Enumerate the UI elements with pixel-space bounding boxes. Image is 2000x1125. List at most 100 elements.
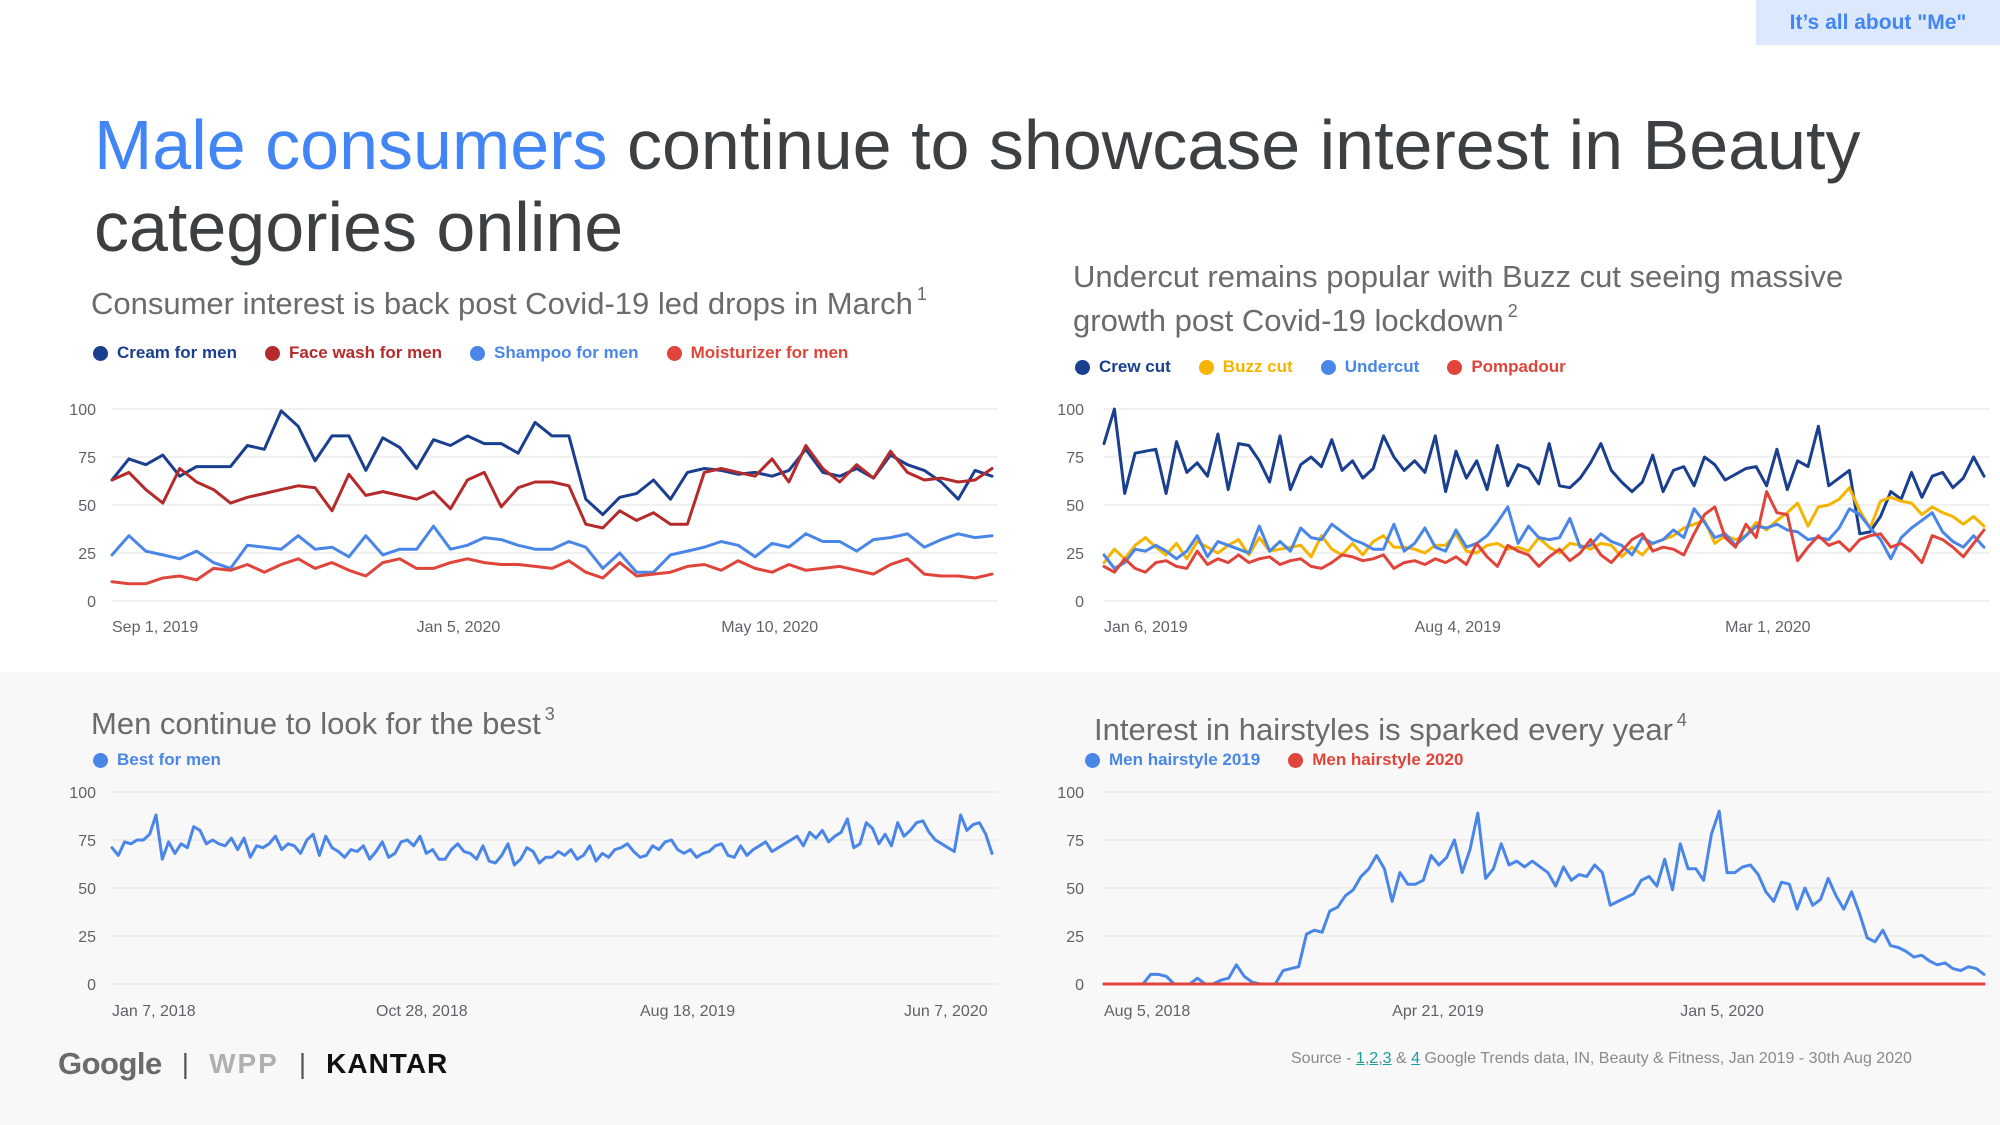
x-tick-label: Sep 1, 2019 (112, 619, 198, 636)
legend-swatch (1447, 359, 1463, 375)
chart-3-title-wrap: Men continue to look for the best 3 (91, 697, 555, 741)
chart-3-footnote: 3 (544, 704, 555, 724)
x-tick-label: Aug 5, 2018 (1104, 1003, 1190, 1020)
chart-2: 0 25 50 75 100 Jan 6, 2019 Aug 4, 2019 Mar 1, 2… (1057, 402, 1990, 636)
legend-item: Pompadour (1447, 357, 1566, 377)
legend-label: Face wash for men (288, 343, 443, 362)
section-tag: It’s all about "Me" (1756, 0, 2000, 45)
source-suffix: Google Trends data, IN, Beauty & Fitness… (1420, 1050, 1912, 1067)
chart-1-title: Consumer interest is back post Covid-19 … (91, 286, 913, 321)
source-note: Source - 1,2,3 & 4 Google Trends data, I… (1291, 1050, 1912, 1068)
y-tick-label: 100 (1057, 402, 1084, 419)
legend-item: Men hairstyle 2020 (1288, 750, 1463, 770)
legend-item: Moisturizer for men (666, 343, 848, 363)
x-tick-label: Apr 21, 2019 (1392, 1003, 1484, 1020)
legend-label: Cream for men (117, 343, 237, 362)
chart-3: 0 25 50 75 100 Jan 7, 2018 Oct 28, 2018 Aug 18,… (69, 785, 998, 1020)
x-tick-label: Jan 5, 2020 (417, 619, 501, 636)
series-line-best-for-men (110, 813, 994, 867)
y-tick-label: 0 (1075, 594, 1084, 611)
x-tick-label: Aug 4, 2019 (1415, 619, 1501, 636)
legend-label: Buzz cut (1222, 357, 1293, 376)
x-tick-label: Aug 18, 2019 (640, 1003, 735, 1020)
chart-1-footnote: 1 (916, 284, 927, 304)
y-tick-label: 50 (1066, 498, 1084, 515)
legend-swatch (1320, 359, 1336, 375)
x-tick-label: Jan 5, 2020 (1680, 1003, 1764, 1020)
legend-label: Men hairstyle 2020 (1312, 750, 1464, 769)
page-title-rest: continue to showcase interest in Beauty … (94, 106, 1861, 266)
chart-4-footnote: 4 (1676, 710, 1687, 730)
legend-item: Best for men (93, 750, 221, 770)
y-tick-label: 25 (78, 929, 96, 946)
y-tick-label: 25 (1066, 929, 1084, 946)
legend-swatch (1075, 359, 1090, 375)
y-tick-label: 0 (1075, 977, 1084, 994)
logo-separator: | (181, 1048, 190, 1079)
legend-label: Undercut (1344, 357, 1420, 376)
source-prefix: Source - (1291, 1050, 1356, 1067)
source-link-1[interactable]: 1 (1355, 1050, 1365, 1067)
legend-swatch (264, 345, 280, 361)
y-tick-label: 75 (78, 833, 96, 850)
source-comma: , (1364, 1050, 1370, 1067)
series-line-undercut (1102, 505, 1986, 570)
chart-1-title-wrap: Consumer interest is back post Covid-19 … (91, 277, 927, 321)
x-tick-label: Jan 6, 2019 (1104, 619, 1188, 636)
legend-label: Best for men (117, 750, 221, 769)
chart-2-footnote: 2 (1507, 301, 1518, 321)
y-tick-label: 75 (78, 450, 96, 467)
legend-item: Shampoo for men (470, 343, 639, 363)
y-tick-label: 50 (78, 498, 96, 515)
y-tick-label: 25 (78, 546, 96, 563)
series-line-men-hairstyle-2019 (1102, 809, 1986, 986)
source-link-4[interactable]: 4 (1411, 1050, 1421, 1067)
chart-1-legend: Cream for men Face wash for men Shampoo fo… (93, 343, 848, 363)
x-tick-label: May 10, 2020 (721, 619, 818, 636)
chart-1: 0 25 50 75 100 Sep 1, 2019 Jan 5, 2020 May 10, … (69, 402, 998, 636)
legend-swatch (1198, 359, 1214, 375)
y-tick-label: 50 (78, 881, 96, 898)
footer-logos: Google | WPP | KANTAR (58, 1046, 448, 1082)
y-tick-label: 100 (1057, 785, 1084, 802)
legend-label: Men hairstyle 2019 (1109, 750, 1261, 769)
series-line-moisturizer-for-men (110, 557, 994, 586)
legend-label: Pompadour (1471, 357, 1566, 376)
legend-swatch (1288, 752, 1304, 768)
x-tick-label: Oct 28, 2018 (376, 1003, 468, 1020)
x-tick-label: Jun 7, 2020 (904, 1003, 988, 1020)
chart-2-legend: Crew cut Buzz cut Undercut Pompadour (1075, 357, 1566, 377)
chart-3-title: Men continue to look for the best (91, 706, 541, 741)
y-tick-label: 75 (1066, 833, 1084, 850)
wpp-logo: WPP (209, 1048, 279, 1079)
source-comma: , (1378, 1050, 1383, 1067)
x-tick-label: Jan 7, 2018 (112, 1003, 196, 1020)
legend-label: Shampoo for men (494, 343, 639, 362)
legend-label: Crew cut (1099, 357, 1171, 376)
google-logo: Google (58, 1046, 162, 1081)
y-tick-label: 50 (1066, 881, 1084, 898)
kantar-logo: KANTAR (326, 1048, 449, 1079)
chart-4-legend: Men hairstyle 2019 Men hairstyle 2020 (1085, 750, 1463, 770)
source-link-3[interactable]: 3 (1382, 1050, 1392, 1067)
chart-2-title-wrap: Undercut remains popular with Buzz cut s… (1073, 260, 1873, 338)
legend-swatch (666, 345, 682, 361)
y-tick-label: 75 (1066, 450, 1084, 467)
logo-separator: | (298, 1048, 307, 1079)
y-tick-label: 100 (69, 785, 96, 802)
bottom-band (0, 672, 2000, 1125)
legend-item: Undercut (1320, 357, 1420, 377)
series-line-crew-cut (1102, 407, 1986, 536)
series-line-face-wash-for-men (110, 444, 994, 530)
series-line-pompadour (1102, 490, 1986, 574)
source-link-2[interactable]: 2 (1369, 1050, 1379, 1067)
series-line-shampoo-for-men (110, 524, 994, 574)
legend-item: Crew cut (1075, 357, 1171, 377)
chart-4-title-wrap: Interest in hairstyles is sparked every … (1094, 703, 1687, 747)
x-tick-label: Mar 1, 2020 (1725, 619, 1810, 636)
chart-4-title: Interest in hairstyles is sparked every … (1094, 712, 1673, 747)
legend-swatch (470, 345, 486, 361)
legend-swatch (93, 345, 108, 361)
legend-item: Face wash for men (264, 343, 443, 363)
chart-4: 0 25 50 75 100 Aug 5, 2018 Apr 21, 2019 Jan 5, … (1057, 785, 1990, 1020)
